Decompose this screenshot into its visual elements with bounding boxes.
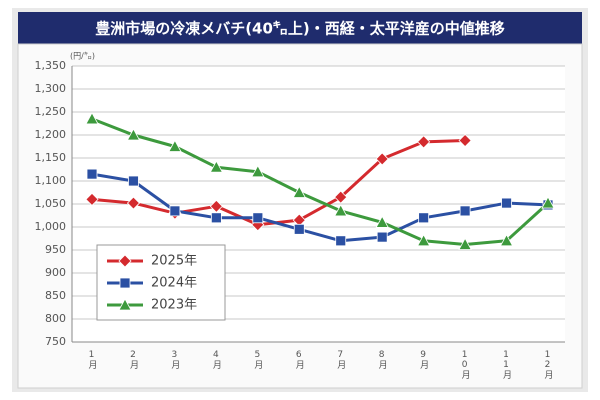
y-tick-label: 950 xyxy=(45,243,66,256)
marker xyxy=(499,233,514,247)
y-tick-label: 1,200 xyxy=(35,128,67,141)
legend-label: 2025年 xyxy=(151,254,197,269)
marker xyxy=(459,205,471,217)
marker xyxy=(128,175,139,187)
marker xyxy=(376,231,388,243)
marker xyxy=(417,135,431,149)
x-tick-label: 7月 xyxy=(335,350,346,370)
marker xyxy=(293,223,305,235)
marker xyxy=(252,212,264,224)
legend-marker xyxy=(118,254,132,268)
y-tick-label: 850 xyxy=(45,289,66,302)
y-tick-label: 1,050 xyxy=(35,197,67,210)
y-tick-label: 1,100 xyxy=(35,174,67,187)
marker xyxy=(169,205,181,217)
marker xyxy=(251,164,265,178)
marker xyxy=(334,204,348,217)
x-tick-label: 8月 xyxy=(377,350,388,370)
marker xyxy=(375,152,389,166)
x-tick-label: 9月 xyxy=(418,350,429,370)
y-tick-label: 1,350 xyxy=(35,59,67,72)
marker xyxy=(168,139,182,152)
marker xyxy=(375,215,389,228)
legend-label: 2023年 xyxy=(151,298,197,313)
x-tick-label: 3月 xyxy=(169,350,180,370)
marker xyxy=(210,212,222,224)
x-tick-label: 10月 xyxy=(460,350,471,380)
marker xyxy=(209,160,224,173)
marker xyxy=(501,197,512,209)
series-line xyxy=(91,172,549,243)
marker xyxy=(209,199,223,213)
series-line xyxy=(91,117,550,246)
y-tick-label: 750 xyxy=(45,335,66,348)
x-tick-label: 2月 xyxy=(128,350,139,370)
x-tick-label: 5月 xyxy=(252,350,263,370)
x-tick-label: 11月 xyxy=(501,350,512,380)
legend-label: 2024年 xyxy=(151,276,197,291)
marker xyxy=(335,235,347,247)
marker xyxy=(458,133,472,148)
marker xyxy=(292,185,306,198)
y-axis-label: (円/㌔) xyxy=(70,51,95,61)
marker xyxy=(541,196,555,209)
legend-marker xyxy=(118,298,132,311)
marker xyxy=(86,168,98,180)
marker xyxy=(85,112,99,125)
marker xyxy=(85,192,99,206)
x-tick-label: 4月 xyxy=(211,350,222,370)
x-tick-label: 1月 xyxy=(87,350,98,370)
marker xyxy=(334,190,348,204)
x-tick-label: 12月 xyxy=(543,350,554,380)
y-tick-label: 1,150 xyxy=(35,151,67,164)
marker xyxy=(418,212,430,224)
marker xyxy=(126,196,141,210)
x-tick-label: 6月 xyxy=(294,350,305,370)
y-tick-label: 900 xyxy=(45,266,66,279)
y-tick-label: 1,250 xyxy=(35,105,67,118)
y-tick-label: 1,000 xyxy=(35,220,67,233)
chart-title: 豊洲市場の冷凍メバチ(40㌔上)・西経・太平洋産の中値推移 xyxy=(95,20,505,38)
marker xyxy=(458,237,472,250)
title-bar xyxy=(18,12,582,44)
y-tick-label: 800 xyxy=(45,312,66,325)
marker xyxy=(126,128,141,141)
marker xyxy=(416,233,431,247)
legend-marker xyxy=(119,277,131,289)
y-tick-label: 1,300 xyxy=(35,82,67,95)
